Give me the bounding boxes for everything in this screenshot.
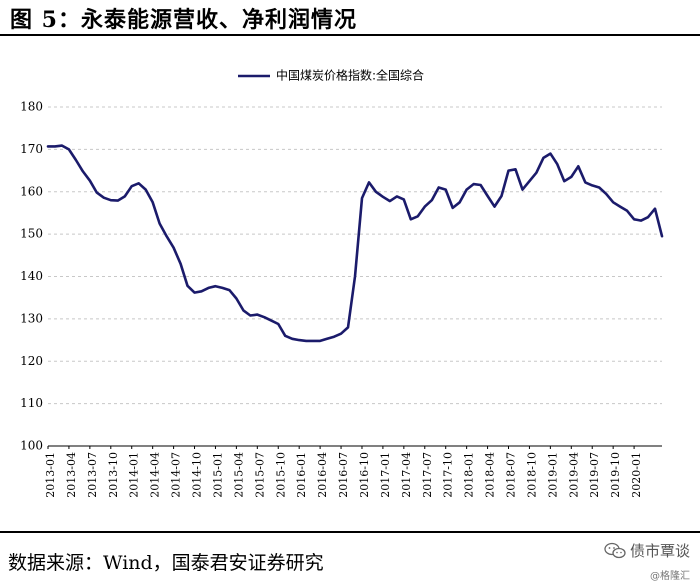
- watermark: 债市覃谈 @格隆汇: [604, 540, 690, 582]
- x-tick-label-2014-01: 2014-01: [128, 452, 141, 498]
- x-tick-label-2014-10: 2014-10: [191, 452, 204, 498]
- x-tick-label-2013-01: 2013-01: [44, 452, 57, 498]
- x-tick-label-2018-04: 2018-04: [484, 452, 497, 498]
- y-tick-label-180: 180: [20, 100, 43, 114]
- legend-label: 中国煤炭价格指数:全国综合: [276, 68, 424, 83]
- x-tick-label-2015-10: 2015-10: [274, 452, 287, 498]
- x-tick-label-2017-10: 2017-10: [442, 452, 455, 498]
- x-tick-label-2019-04: 2019-04: [567, 452, 580, 498]
- y-tick-label-120: 120: [20, 354, 43, 368]
- source-divider: [0, 531, 700, 533]
- y-tick-label-160: 160: [20, 184, 43, 198]
- x-tick-label-2014-04: 2014-04: [149, 452, 162, 498]
- y-tick-label-140: 140: [20, 269, 43, 283]
- watermark-sub: @格隆汇: [650, 571, 690, 582]
- x-tick-label-2017-07: 2017-07: [421, 452, 434, 498]
- watermark-name: 债市覃谈: [629, 542, 690, 560]
- y-tick-label-130: 130: [20, 311, 43, 325]
- x-tick-label-2015-07: 2015-07: [253, 452, 266, 498]
- series-line-0: [46, 144, 664, 343]
- x-tick-label-2016-01: 2016-01: [295, 452, 308, 498]
- x-tick-label-2013-04: 2013-04: [65, 452, 78, 498]
- x-tick-label-2017-01: 2017-01: [379, 452, 392, 498]
- x-tick-label-2016-10: 2016-10: [358, 452, 371, 498]
- x-tick-label-2016-07: 2016-07: [337, 452, 350, 498]
- x-tick-label-2020-01: 2020-01: [630, 452, 643, 498]
- figure-title: 图 5：永泰能源营收、净利润情况: [10, 7, 357, 33]
- x-tick-label-2016-04: 2016-04: [316, 452, 329, 498]
- y-tick-label-170: 170: [20, 142, 43, 156]
- x-tick-label-2013-07: 2013-07: [86, 452, 99, 498]
- x-tick-label-2018-10: 2018-10: [525, 452, 538, 498]
- x-tick-label-2015-04: 2015-04: [232, 452, 245, 498]
- x-tick-label-2019-01: 2019-01: [546, 452, 559, 498]
- y-tick-label-110: 110: [20, 396, 43, 410]
- x-tick-label-2015-01: 2015-01: [211, 452, 224, 498]
- x-tick-label-2019-07: 2019-07: [588, 452, 601, 498]
- y-tick-label-150: 150: [20, 227, 43, 241]
- title-underline: [0, 34, 700, 36]
- x-tick-label-2014-07: 2014-07: [170, 452, 183, 498]
- x-tick-label-2018-07: 2018-07: [505, 452, 518, 498]
- data-source-note: 数据来源：Wind，国泰君安证券研究: [8, 552, 324, 574]
- x-tick-label-2013-10: 2013-10: [107, 452, 120, 498]
- coal-price-line-chart: 100 110 120 130 140 150 160 170 180 2013-01 2013-0…: [20, 68, 664, 498]
- x-tick-label-2018-01: 2018-01: [463, 452, 476, 498]
- y-tick-label-100: 100: [20, 439, 43, 453]
- x-tick-label-2017-04: 2017-04: [400, 452, 413, 498]
- x-tick-label-2019-10: 2019-10: [609, 452, 622, 498]
- wechat-icon: [604, 542, 626, 558]
